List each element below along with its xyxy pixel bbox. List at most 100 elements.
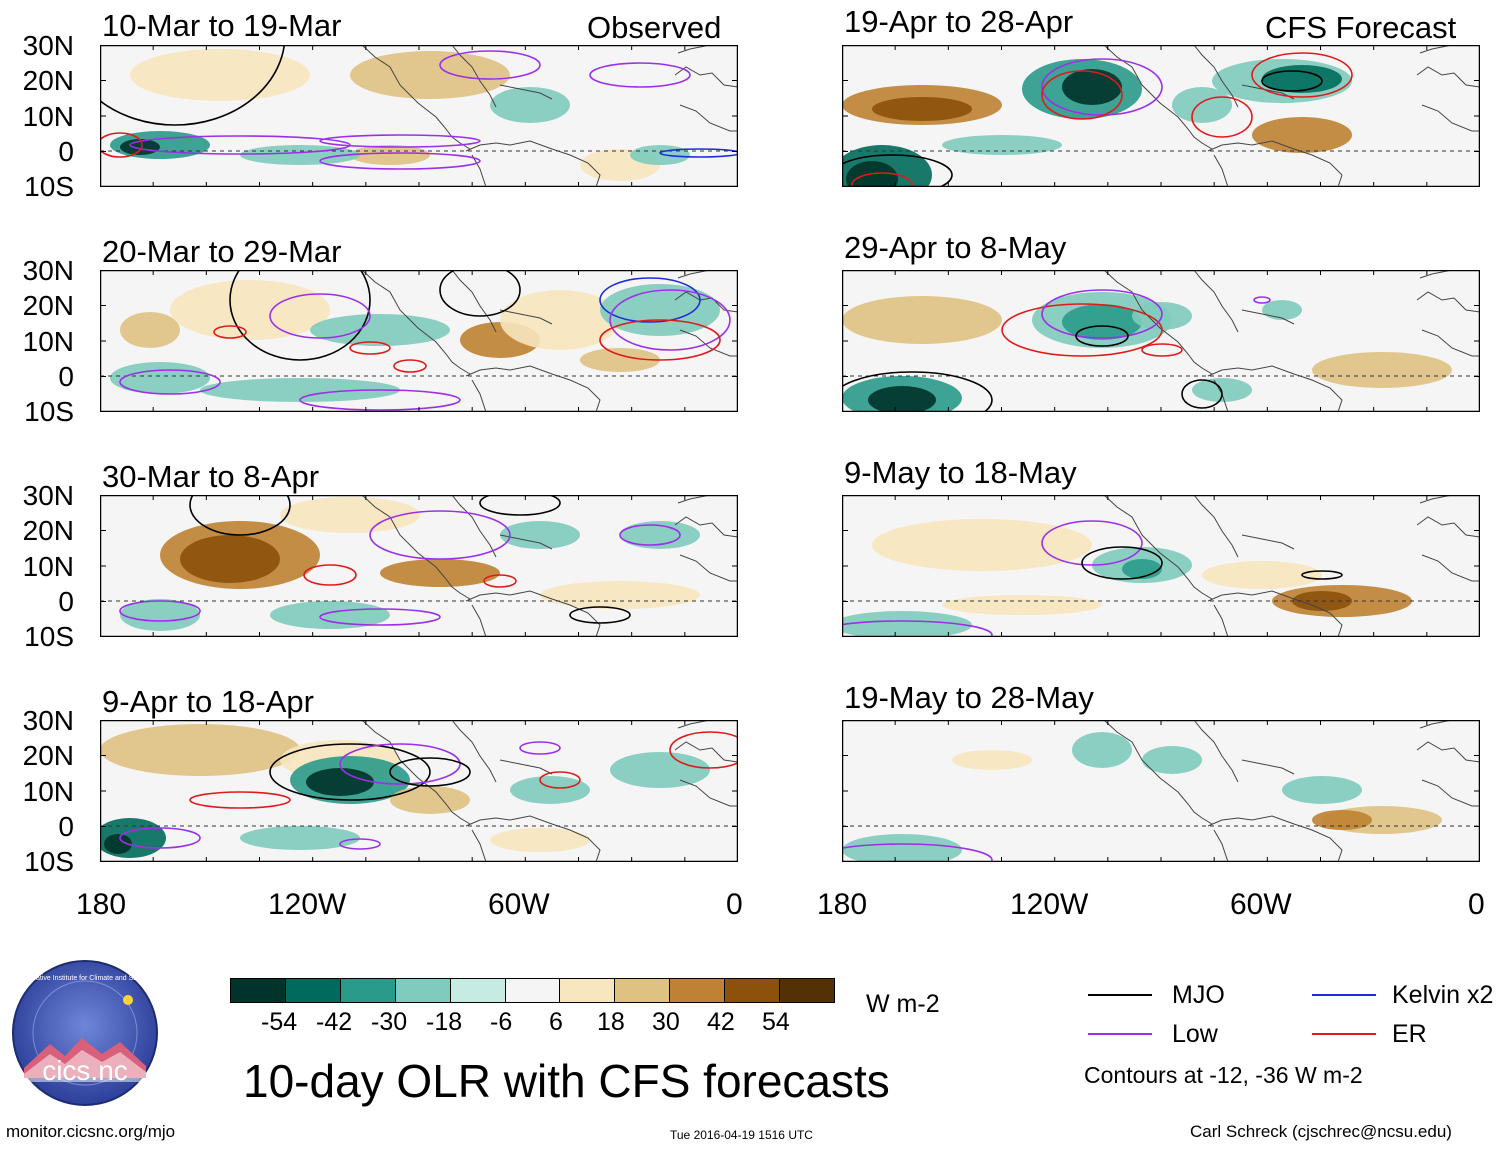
logo-ring-text: Cooperative Institute for Climate and Sa… xyxy=(13,975,157,982)
olr-anomaly-area xyxy=(540,581,700,609)
lat-eq-row2: 0 xyxy=(58,361,74,392)
olr-anomaly-area xyxy=(310,314,450,346)
observed-label: Observed xyxy=(587,10,722,45)
coastline xyxy=(1241,534,1295,550)
map-panel-1 xyxy=(100,45,738,187)
coastline xyxy=(465,590,601,637)
coastline xyxy=(1241,759,1295,775)
olr-anomaly-area xyxy=(1062,69,1122,105)
coastline xyxy=(1193,720,1239,783)
contour-line xyxy=(539,771,581,789)
coastline xyxy=(471,154,487,187)
contour-line xyxy=(1081,546,1163,580)
lon-60w-right: 60W xyxy=(1230,888,1292,921)
contour-line xyxy=(119,369,221,395)
legend-label-mjo: MJO xyxy=(1172,981,1225,1009)
contour-line xyxy=(213,325,247,339)
olr-anomaly-area xyxy=(350,145,430,165)
olr-anomaly-area xyxy=(200,378,400,402)
colorbar-tick-2: -42 xyxy=(316,1008,353,1036)
olr-anomaly-area xyxy=(1202,561,1322,589)
legend-label-er: ER xyxy=(1392,1020,1427,1048)
coastline xyxy=(1241,309,1295,325)
footer-author: Carl Schreck (cjschrec@ncsu.edu) xyxy=(1190,1122,1452,1141)
colorbar-swatch xyxy=(779,979,834,1002)
lat-10n-row2: 10N xyxy=(22,326,74,357)
map-frame xyxy=(842,45,1480,187)
olr-anomaly-area xyxy=(500,521,580,549)
coastline xyxy=(1421,104,1480,132)
contour-line xyxy=(189,495,291,536)
contour-line xyxy=(339,743,461,785)
olr-anomaly-area xyxy=(490,87,570,123)
contour-line xyxy=(842,620,993,637)
contour-line xyxy=(319,152,481,170)
olr-anomaly-area xyxy=(390,786,470,814)
olr-anomaly-area xyxy=(600,284,720,336)
contour-line xyxy=(842,371,993,412)
contour-line xyxy=(1075,325,1129,347)
coastline xyxy=(1193,270,1239,333)
contour-line xyxy=(319,608,441,626)
coastline xyxy=(1207,365,1343,412)
legend-line-low xyxy=(1088,1033,1152,1035)
olr-anomaly-area xyxy=(280,497,420,533)
coastline xyxy=(471,604,487,637)
coastline xyxy=(1213,604,1229,637)
coastline xyxy=(1207,140,1343,187)
coastline xyxy=(1416,720,1480,763)
contour-line xyxy=(319,134,481,148)
contour-line xyxy=(842,843,993,862)
coastline xyxy=(1193,495,1239,558)
map-panel-7 xyxy=(842,495,1480,637)
olr-anomaly-area xyxy=(240,826,360,850)
coastline xyxy=(1421,554,1480,582)
logo-wordmark: cics.nc xyxy=(42,1055,128,1086)
contour-line xyxy=(1041,520,1143,566)
contour-line xyxy=(189,791,291,809)
lon-0-left: 0 xyxy=(726,888,743,921)
coastline xyxy=(1416,270,1480,313)
lat-30n-row1: 30N xyxy=(22,30,74,61)
olr-anomaly-area xyxy=(120,599,200,631)
contour-line xyxy=(1191,96,1253,138)
olr-anomaly-area xyxy=(500,290,620,350)
colorbar-tick-9: 42 xyxy=(707,1008,735,1036)
coastline xyxy=(361,720,471,825)
contour-line xyxy=(609,289,731,351)
coastline xyxy=(1193,45,1239,108)
lon-180-left: 180 xyxy=(76,888,127,921)
olr-anomaly-area xyxy=(952,750,1032,770)
panel-title-4: 9-Apr to 18-Apr xyxy=(102,684,314,719)
contour-line xyxy=(439,50,541,80)
coastline xyxy=(465,140,601,187)
coastline xyxy=(1416,495,1480,538)
olr-anomaly-area xyxy=(842,834,962,862)
contour-line xyxy=(589,62,691,88)
map-frame xyxy=(842,720,1480,862)
lat-10s-row4: 10S xyxy=(24,846,74,877)
contour-line xyxy=(1253,296,1271,304)
olr-anomaly-area xyxy=(1312,810,1372,830)
coastline xyxy=(674,495,738,538)
coastline xyxy=(1103,45,1213,150)
coastline xyxy=(1421,779,1480,807)
colorbar-swatch xyxy=(504,979,560,1002)
map-panel-3 xyxy=(100,495,738,637)
footer-url[interactable]: monitor.cicsnc.org/mjo xyxy=(6,1122,176,1141)
map-background xyxy=(842,720,1480,862)
contour-line xyxy=(100,45,286,126)
cics-logo: cics.nc Cooperative Institute for Climat… xyxy=(12,960,158,1106)
contour-line xyxy=(269,743,431,801)
olr-anomaly-area xyxy=(1312,352,1452,388)
lat-30n-row2: 30N xyxy=(22,255,74,286)
panel-title-8: 19-May to 28-May xyxy=(844,680,1094,715)
coastline xyxy=(465,815,601,862)
olr-anomaly-area xyxy=(306,768,374,796)
contour-line xyxy=(619,524,681,546)
contour-line xyxy=(1141,343,1183,357)
map-panel-4 xyxy=(100,720,738,862)
contour-line xyxy=(669,731,738,769)
olr-anomaly-area xyxy=(1072,732,1132,768)
contour-line xyxy=(1251,52,1353,98)
